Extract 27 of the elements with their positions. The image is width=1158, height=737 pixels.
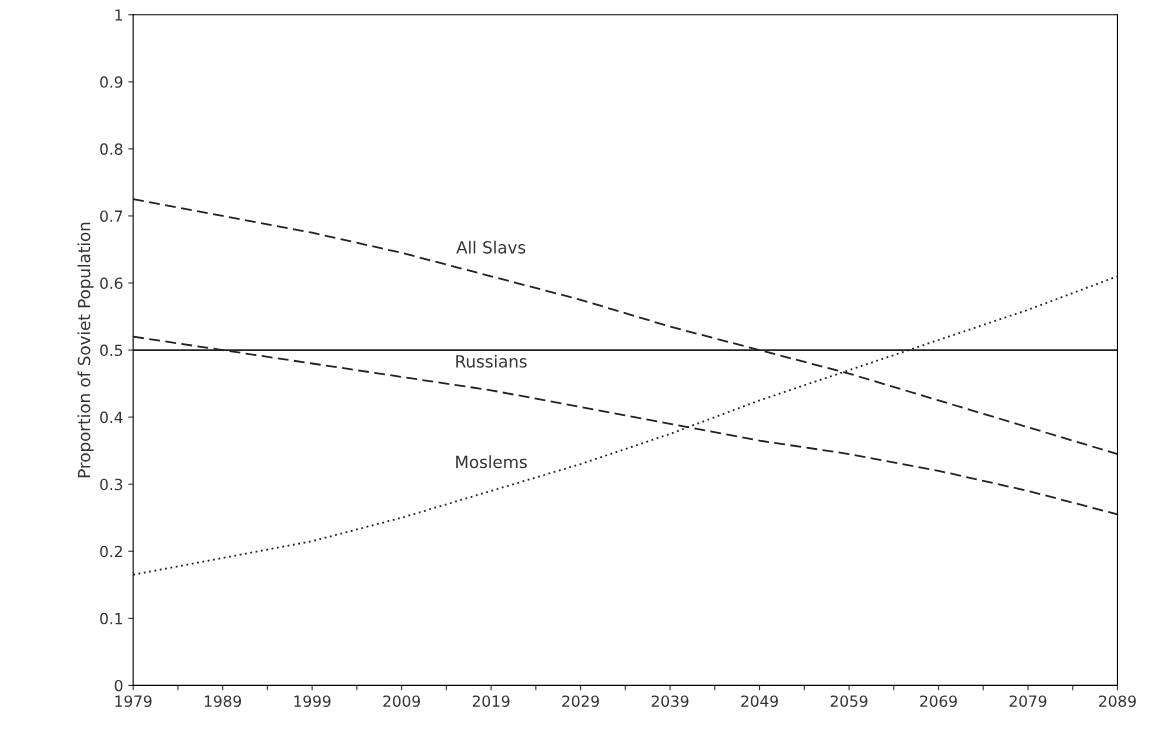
x-tick-label: 2089: [1099, 695, 1136, 707]
x-tick-label: 2079: [1009, 695, 1047, 707]
y-tick-label: 0.3: [100, 478, 123, 491]
x-tick-label: 2069: [920, 695, 957, 707]
series-label: All Slavs: [456, 240, 526, 254]
y-tick-label: 0.4: [100, 411, 123, 424]
x-tick-label: 1979: [115, 695, 152, 707]
y-tick-label: 0.8: [100, 143, 123, 155]
x-tick-label: 2009: [383, 695, 420, 707]
y-tick-label: 0.7: [100, 210, 123, 222]
y-tick-label: 0.6: [100, 277, 123, 290]
y-tick-label: 0: [114, 679, 123, 692]
y-tick-label: 0.1: [100, 612, 123, 625]
y-tick-label: 1: [115, 9, 123, 21]
x-tick-label: 1999: [294, 695, 331, 707]
x-tick-label: 2029: [562, 695, 599, 707]
x-tick-label: 1989: [204, 695, 242, 707]
x-tick-label: 2019: [472, 695, 510, 707]
y-tick-label: 0.2: [100, 545, 122, 558]
y-axis-title: Proportion of Soviet Population: [77, 222, 94, 478]
series-label: Russians: [456, 354, 527, 368]
x-tick-label: 2059: [830, 695, 868, 707]
series-label: Moslems: [456, 455, 527, 469]
x-tick-label: 2039: [651, 695, 689, 707]
y-tick-label: 0.5: [100, 344, 123, 357]
y-tick-label: 0.9: [100, 76, 123, 88]
x-tick-label: 2049: [741, 695, 778, 707]
